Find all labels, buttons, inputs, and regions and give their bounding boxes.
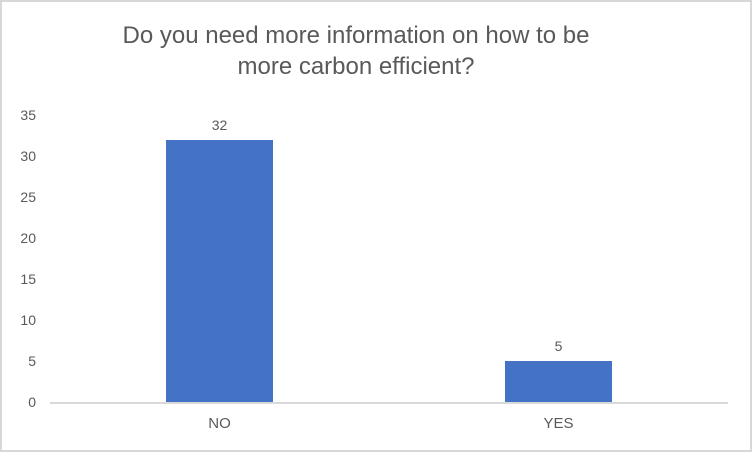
bar-yes (505, 361, 612, 402)
y-tick-label: 30 (20, 148, 36, 164)
bar-data-label: 5 (554, 338, 563, 354)
category-label: NO (208, 415, 231, 432)
chart-title: Do you need more information on how to b… (122, 22, 590, 80)
bar-no (166, 139, 273, 402)
y-tick-label: 0 (28, 394, 36, 410)
x-axis-line (50, 402, 728, 404)
y-tick-label: 5 (28, 353, 36, 369)
category-label: YES (543, 415, 574, 432)
y-tick-label: 15 (20, 271, 36, 287)
y-tick-label: 35 (20, 107, 36, 123)
y-tick-label: 25 (20, 189, 36, 205)
bar-data-label: 32 (211, 116, 228, 133)
y-tick-label: 20 (20, 230, 36, 246)
y-tick-label: 10 (20, 312, 36, 328)
